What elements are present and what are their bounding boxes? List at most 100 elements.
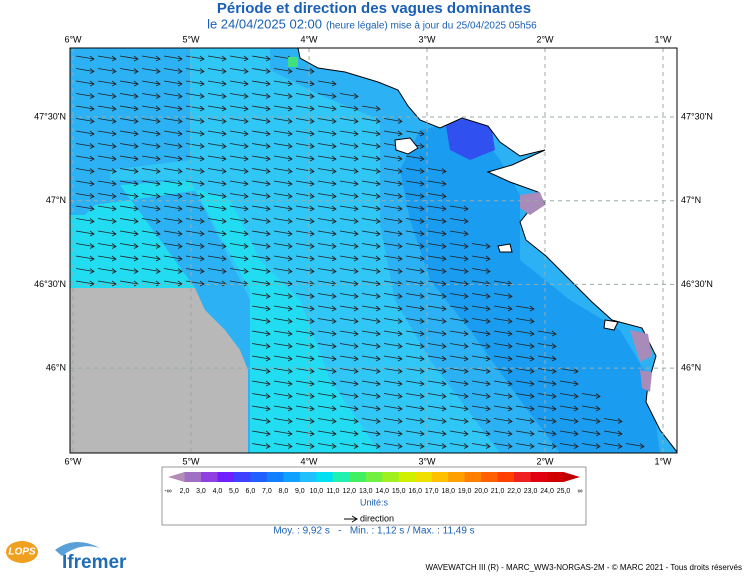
colorbar-label: 13,0 xyxy=(359,488,373,495)
wave-arrow xyxy=(405,180,425,187)
direction-arrow-head xyxy=(351,515,358,523)
wave-arrow xyxy=(471,343,491,349)
wave-arrow xyxy=(251,93,271,99)
colorbar-label: 12,0 xyxy=(342,488,356,495)
wave-arrow xyxy=(119,243,139,249)
lat-label: 47°30'N xyxy=(681,111,713,121)
wave-arrow xyxy=(339,118,359,124)
wave-arrow xyxy=(251,143,271,149)
wave-arrow xyxy=(339,230,359,237)
wave-arrow xyxy=(163,155,183,162)
wave-arrow xyxy=(493,393,513,399)
wave-arrow xyxy=(163,180,183,187)
colorbar-segment xyxy=(365,472,383,482)
colorbar-label: 10,0 xyxy=(310,488,324,495)
direction-label: direction xyxy=(360,513,394,523)
wave-arrow xyxy=(317,255,337,262)
wave-arrow xyxy=(449,255,469,262)
wave-arrow xyxy=(207,168,227,174)
wave-arrow xyxy=(361,143,381,149)
wave-arrow xyxy=(317,355,337,362)
wave-arrow xyxy=(97,155,117,162)
wave-arrow xyxy=(295,93,315,99)
lat-label: 47°N xyxy=(46,195,66,205)
wave-arrow xyxy=(427,418,447,424)
wave-arrow xyxy=(295,255,315,262)
wave-arrow xyxy=(141,255,161,262)
wave-arrow xyxy=(251,368,271,374)
wave-arrow xyxy=(295,243,315,249)
wave-arrow xyxy=(317,143,337,149)
wave-arrow xyxy=(251,255,271,262)
colorbar-label: 8,0 xyxy=(278,488,288,495)
wave-arrow xyxy=(449,280,469,287)
wave-arrow xyxy=(361,230,381,237)
wave-arrow xyxy=(603,443,623,449)
wave-arrow xyxy=(361,205,381,212)
wave-arrow xyxy=(559,418,579,424)
wave-arrow xyxy=(207,193,227,199)
wave-arrow xyxy=(141,205,161,212)
wave-arrow xyxy=(427,205,447,212)
wave-arrow xyxy=(537,418,557,424)
wave-arrow xyxy=(383,218,403,224)
map-frame xyxy=(69,47,678,454)
wave-arrow xyxy=(185,80,205,87)
wave-arrow xyxy=(493,343,513,349)
update-note: (heure légale) mise à jour du 25/04/2025… xyxy=(326,21,537,32)
wave-arrow xyxy=(295,293,315,299)
wave-arrow xyxy=(339,318,359,324)
wave-arrow xyxy=(471,443,491,449)
colorbar-segment xyxy=(481,472,499,482)
wave-arrow xyxy=(449,393,469,399)
wave-arrow xyxy=(251,430,271,437)
wave-arrow xyxy=(427,305,447,312)
wave-arrow xyxy=(361,430,381,437)
wave-arrow xyxy=(471,430,491,437)
wave-arrow xyxy=(97,193,117,199)
wave-arrow xyxy=(559,443,579,449)
wave-arrow xyxy=(229,68,249,74)
wave-arrow xyxy=(163,193,183,199)
ifremer-text: Ifremer xyxy=(62,552,127,573)
wave-arrow xyxy=(581,418,601,424)
wave-arrow xyxy=(75,55,95,62)
wave-arrow xyxy=(295,330,315,337)
wave-arrow xyxy=(361,268,381,274)
land xyxy=(297,48,677,453)
wave-arrow xyxy=(185,193,205,199)
wave-arrow xyxy=(449,443,469,449)
wave-arrow xyxy=(163,118,183,124)
wave-arrow xyxy=(141,243,161,249)
wave-arrow xyxy=(141,268,161,274)
wave-arrow xyxy=(339,343,359,349)
colorbar-label: 16,0 xyxy=(408,488,422,495)
wave-arrow xyxy=(97,243,117,249)
wave-arrow xyxy=(361,155,381,162)
wave-arrow xyxy=(119,230,139,237)
wave-arrow xyxy=(229,205,249,212)
wave-arrow xyxy=(295,218,315,224)
credits: WAVEWATCH III (R) - MARC_WW3-NORGAS-2M -… xyxy=(426,563,742,572)
wave-arrow xyxy=(625,443,645,449)
wave-arrow xyxy=(163,105,183,112)
wave-arrow xyxy=(405,218,425,224)
lon-label: 5°W xyxy=(182,456,200,466)
wave-arrow xyxy=(493,418,513,424)
wave-arrow xyxy=(273,343,293,349)
wave-arrow xyxy=(75,180,95,187)
wave-arrow xyxy=(449,355,469,362)
wave-arrow xyxy=(317,305,337,312)
wave-arrow xyxy=(119,205,139,212)
wave-arrow xyxy=(251,55,271,62)
wave-arrow xyxy=(537,393,557,399)
wave-arrow xyxy=(427,318,447,324)
wave-arrow xyxy=(207,55,227,62)
wave-arrow xyxy=(295,80,315,87)
wave-arrow xyxy=(251,230,271,237)
wave-arrow xyxy=(75,80,95,87)
wave-arrow xyxy=(405,405,425,412)
wave-arrow xyxy=(559,393,579,399)
wave-arrow xyxy=(383,305,403,312)
wave-arrow xyxy=(163,230,183,237)
